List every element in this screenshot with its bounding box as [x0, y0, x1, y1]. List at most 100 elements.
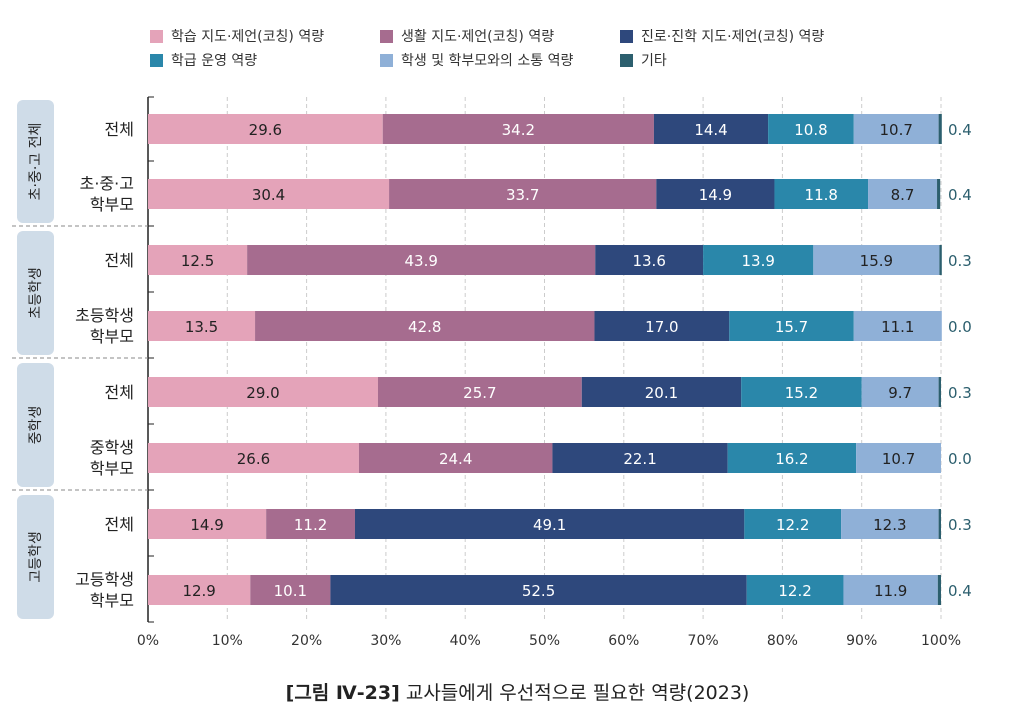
- data-label: 0.4: [948, 186, 972, 204]
- group-label: 고등학생: [28, 531, 44, 583]
- data-label: 43.9: [404, 252, 437, 270]
- legend-label: 학습 지도·제언(코칭) 역량: [171, 29, 325, 45]
- data-label: 42.8: [408, 318, 441, 336]
- legend-label: 진로·진학 지도·제언(코칭) 역량: [641, 29, 825, 45]
- bar-segment: [595, 245, 704, 275]
- data-label: 14.9: [699, 186, 732, 204]
- data-label: 12.5: [181, 252, 214, 270]
- bar-segment: [868, 179, 938, 209]
- row-label: 학부모: [90, 591, 134, 610]
- figure-caption: [그림 Ⅳ-23] 교사들에게 우선적으로 필요한 역량(2023): [0, 678, 1035, 705]
- data-label: 22.1: [623, 450, 656, 468]
- bar-segment: [937, 179, 941, 209]
- bar-segment: [552, 443, 728, 473]
- data-label: 12.2: [778, 582, 811, 600]
- data-label: 0.3: [948, 384, 972, 402]
- bar-segment: [148, 311, 256, 341]
- data-label: 0.0: [948, 450, 972, 468]
- legend-swatch: [380, 29, 393, 43]
- data-label: 9.7: [888, 384, 912, 402]
- x-tick-label: 50%: [529, 633, 560, 649]
- legend-label: 학생 및 학부모와의 소통 역량: [401, 53, 574, 69]
- caption-label: [그림 Ⅳ-23]: [285, 682, 400, 704]
- x-tick-label: 0%: [137, 633, 159, 649]
- row-label: 학부모: [90, 459, 134, 478]
- data-label: 0.4: [948, 582, 972, 600]
- x-tick-label: 100%: [921, 633, 961, 649]
- bar-segment: [148, 179, 390, 209]
- data-label: 26.6: [237, 450, 270, 468]
- bar-segment: [250, 575, 331, 605]
- data-label: 11.8: [805, 186, 838, 204]
- x-tick-label: 70%: [688, 633, 719, 649]
- data-label: 10.8: [794, 121, 827, 139]
- legend-item: 기타: [620, 50, 667, 70]
- bar-segment: [729, 311, 854, 341]
- row-label: 학부모: [90, 195, 134, 214]
- group-label: 초등학생: [28, 267, 44, 319]
- row-label: 전체: [105, 383, 134, 402]
- group-label-box: [17, 363, 54, 487]
- bar-segment: [653, 114, 769, 144]
- x-tick-label: 60%: [608, 633, 639, 649]
- x-tick-label: 30%: [370, 633, 401, 649]
- bar-segment: [853, 114, 939, 144]
- bar-segment: [358, 443, 553, 473]
- bar-segment: [853, 311, 942, 341]
- group-label-box: [17, 231, 54, 355]
- legend-swatch: [380, 53, 393, 67]
- data-label: 0.3: [948, 252, 972, 270]
- bar-segment: [768, 114, 854, 144]
- bar-segment: [354, 509, 745, 539]
- legend-label: 생활 지도·제언(코칭) 역량: [401, 29, 555, 45]
- data-label: 14.4: [694, 121, 727, 139]
- data-label: 10.1: [274, 582, 307, 600]
- row-label: 학부모: [90, 327, 134, 346]
- legend-swatch: [150, 53, 163, 67]
- bar-segment: [746, 575, 844, 605]
- x-tick-label: 40%: [450, 633, 481, 649]
- bar-segment: [148, 509, 267, 539]
- row-label: 전체: [105, 120, 134, 139]
- bar-segment: [938, 509, 941, 539]
- group-label-box: [17, 495, 54, 619]
- data-label: 0.0: [948, 318, 972, 336]
- data-label: 14.9: [190, 516, 223, 534]
- caption-title: 교사들에게 우선적으로 필요한 역량(2023): [405, 682, 750, 704]
- data-label: 34.2: [502, 121, 535, 139]
- bar-segment: [744, 509, 842, 539]
- bar-segment: [389, 179, 657, 209]
- row-label: 중학생: [90, 438, 134, 457]
- data-label: 20.1: [645, 384, 678, 402]
- data-label: 0.4: [948, 121, 972, 139]
- bar-segment: [255, 311, 595, 341]
- data-label: 10.7: [882, 450, 915, 468]
- bar-segment: [774, 179, 869, 209]
- data-label: 30.4: [252, 186, 285, 204]
- data-label: 13.6: [632, 252, 665, 270]
- data-label: 15.7: [775, 318, 808, 336]
- bar-segment: [841, 509, 939, 539]
- bar-segment: [861, 377, 939, 407]
- bar-segment: [148, 245, 248, 275]
- data-label: 24.4: [439, 450, 472, 468]
- bar-segment: [266, 509, 355, 539]
- bar-segment: [656, 179, 775, 209]
- data-label: 11.2: [294, 516, 327, 534]
- legend-swatch: [620, 29, 633, 43]
- bar-segment: [382, 114, 654, 144]
- bar-segment: [938, 114, 942, 144]
- data-label: 13.5: [185, 318, 218, 336]
- row-label: 전체: [105, 251, 134, 270]
- x-tick-label: 10%: [212, 633, 243, 649]
- row-label: 고등학생: [75, 570, 134, 589]
- data-label: 52.5: [522, 582, 555, 600]
- data-label: 8.7: [891, 186, 915, 204]
- data-label: 49.1: [533, 516, 566, 534]
- group-label: 초·중·고 전체: [28, 123, 44, 201]
- bar-segment: [330, 575, 747, 605]
- data-label: 29.6: [249, 121, 282, 139]
- legend-swatch: [620, 53, 633, 67]
